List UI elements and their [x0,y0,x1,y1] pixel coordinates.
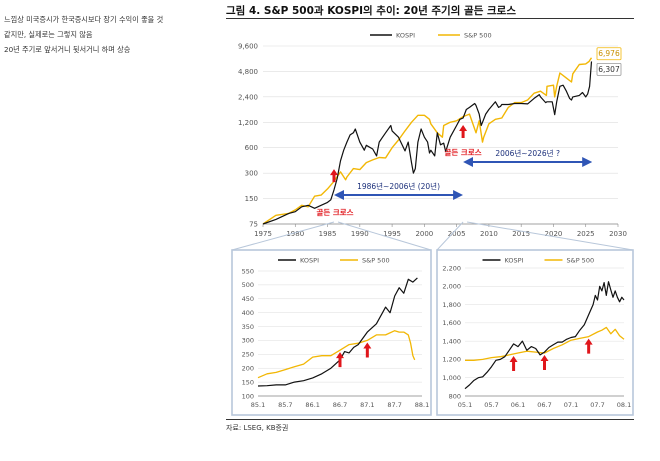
inset-2006-legend-kospi-label: KOSPI [505,257,524,265]
note-line-3: 20년 주기로 앞서거니 뒷서거니 하며 상승 [4,45,131,54]
end-label-sp500-box [596,47,622,61]
main-sp500-line [262,57,593,225]
inset-1986-y-tick-label: 300 [242,337,254,345]
main-kospi-line [262,61,593,225]
side-note: 느낌상 미국증시가 한국증시보다 장기 수익이 좋을 것 같지만, 실제로는 그… [4,12,219,57]
inset-2006-frame [436,249,634,416]
inset-2006-legend-sp500-label: S&P 500 [567,257,595,265]
golden-cross-label-1986: 골든 크로스 [316,208,353,217]
main-y-tick-label: 600 [245,144,258,152]
span-1986-2006-label: 1986년~2006년 (20년) [357,181,440,191]
main-x-tick-label: 1980 [286,230,304,238]
end-label-sp500: 6,976 [598,49,620,58]
inset-2006-sp500-line [465,326,625,361]
inset-1986-golden-cross-arrow [363,342,372,358]
inset-2006-x-tick-label: 05.7 [484,401,498,409]
main-y-tick-label: 2,400 [238,93,258,101]
golden-cross-arrow-1986 [330,169,338,183]
inset-1986-x-tick-label: 85.1 [251,401,265,409]
zoom-connector-2006 [436,221,634,251]
inset-2006-x-tick-label: 08.1 [617,401,631,409]
main-y-tick-label: 1,200 [238,119,258,127]
main-y-tick-label: 300 [245,170,258,178]
inset-1986-legend-kospi-label: KOSPI [300,257,319,265]
main-y-tick-label: 9,600 [238,43,258,51]
figure-title: 그림 4. S&P 500과 KOSPI의 추이: 20년 주기의 골든 크로스 [226,5,516,17]
inset-2006-golden-cross-arrow [540,355,549,371]
inset-1986-legend-sp500-label: S&P 500 [362,257,390,265]
inset-1986-y-tick-label: 350 [242,323,254,331]
main-x-tick-label: 2020 [545,230,563,238]
inset-1986-y-tick-label: 250 [242,351,254,359]
span-2006-2026-label: 2006년~2026년 ? [495,148,560,158]
inset-2006-x-tick-label: 07.1 [564,401,578,409]
inset-1986-y-tick-label: 550 [242,267,254,275]
note-line-2: 같지만, 실제로는 그렇지 않음 [4,30,93,39]
inset-1986-sp500-line [257,330,416,379]
main-x-tick-label: 1995 [383,230,401,238]
inset-1986-y-tick-label: 100 [242,392,254,400]
main-y-tick-label: 75 [249,221,258,229]
inset-1986-x-tick-label: 86.1 [305,401,319,409]
golden-cross-arrow-2006 [459,124,468,138]
note-line-1: 느낌상 미국증시가 한국증시보다 장기 수익이 좋을 것 [4,15,164,24]
inset-2006-y-tick-label: 1,000 [442,374,461,382]
inset-1986-y-tick-label: 500 [242,281,254,289]
inset-2006-x-tick-label: 06.7 [537,401,551,409]
golden-cross-label-2006: 골든 크로스 [445,148,482,157]
inset-1986-golden-cross-arrow [336,352,344,368]
inset-2006-golden-cross-arrow [509,355,518,371]
inset-1986-y-tick-label: 400 [242,309,254,317]
inset-1986-x-tick-label: 87.7 [387,401,401,409]
inset-1986-x-tick-label: 86.7 [333,401,347,409]
main-x-tick-label: 2030 [609,230,627,238]
zoom-connector-1986 [231,221,432,251]
title-rule [226,18,634,19]
inset-1986-kospi-line [257,277,418,387]
end-label-kospi-box [596,63,622,76]
inset-2006-x-tick-label: 07.7 [590,401,604,409]
inset-2006-y-tick-label: 1,200 [442,356,461,364]
inset-2006-y-tick-label: 2,000 [442,283,461,291]
inset-1986-x-tick-label: 87.1 [360,401,374,409]
inset-1986-y-tick-label: 150 [242,378,254,386]
inset-2006-y-tick-label: 1,400 [442,337,461,345]
inset-2006-y-tick-label: 1,600 [442,319,461,327]
main-x-tick-label: 2015 [512,230,530,238]
end-label-kospi: 6,307 [598,65,620,74]
inset-1986-y-tick-label: 200 [242,365,254,373]
inset-2006-kospi-line [464,281,625,390]
inset-2006-y-tick-label: 1,800 [442,301,461,309]
inset-1986-y-tick-label: 450 [242,295,254,303]
main-legend-sp500-label: S&P 500 [464,32,492,40]
main-x-tick-label: 2025 [577,230,595,238]
inset-2006-x-tick-label: 05.1 [458,401,472,409]
inset-1986-x-tick-label: 85.7 [278,401,292,409]
main-x-tick-label: 1990 [351,230,369,238]
main-y-tick-label: 4,800 [238,68,258,76]
inset-2006-x-tick-label: 06.1 [511,401,525,409]
main-y-tick-label: 150 [245,195,258,203]
main-x-tick-label: 2010 [480,230,498,238]
inset-1986-frame [231,249,432,416]
inset-2006-golden-cross-arrow [584,338,593,354]
source-note: 자료: LSEG, KB증권 [226,424,289,432]
inset-1986-x-tick-label: 88.1 [415,401,429,409]
main-x-tick-label: 1985 [319,230,337,238]
inset-2006-y-tick-label: 800 [449,392,461,400]
main-x-tick-label: 2005 [448,230,466,238]
bottom-rule [226,419,634,420]
inset-2006-y-tick-label: 2,200 [442,264,461,272]
main-x-tick-label: 2000 [415,230,433,238]
main-x-tick-label: 1975 [254,230,272,238]
main-legend-kospi-label: KOSPI [396,32,415,40]
